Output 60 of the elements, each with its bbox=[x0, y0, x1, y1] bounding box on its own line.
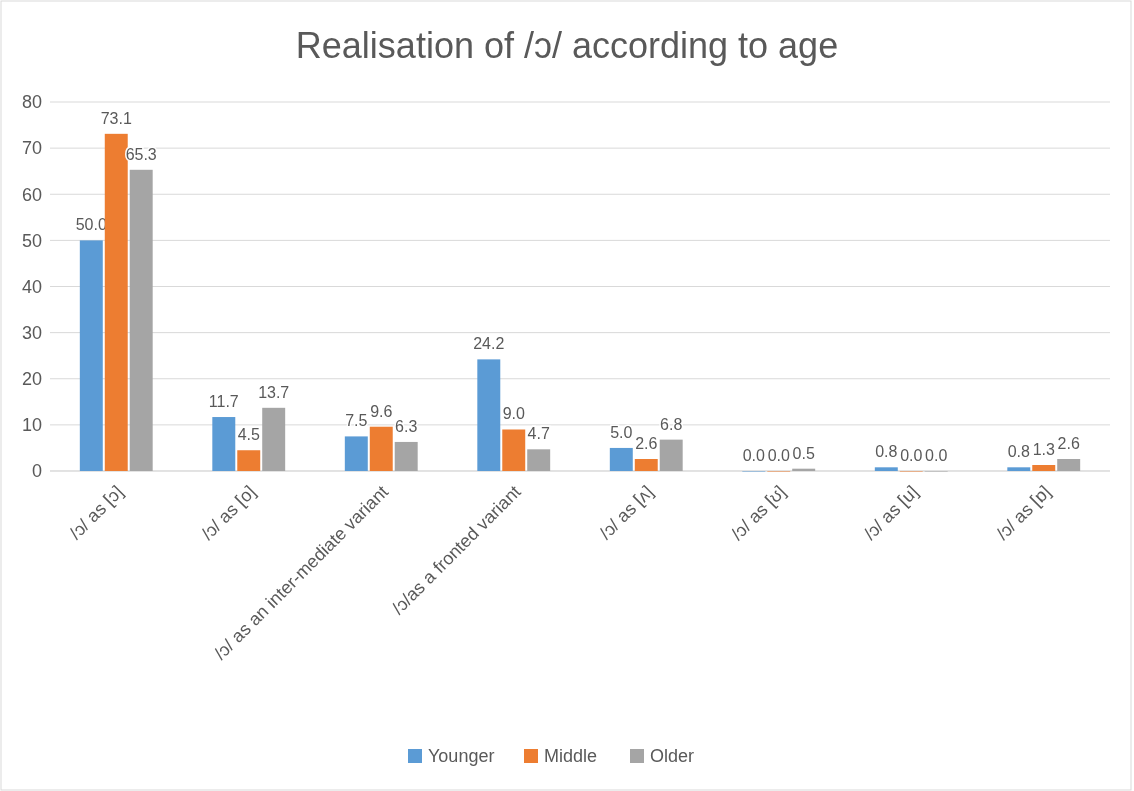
y-tick-label: 60 bbox=[21, 184, 42, 205]
bar bbox=[477, 359, 501, 471]
bar bbox=[79, 240, 103, 471]
data-label: 0.0 bbox=[900, 447, 923, 464]
data-label: 9.6 bbox=[370, 402, 393, 420]
data-label: 1.3 bbox=[1032, 441, 1055, 458]
data-label: 9.0 bbox=[502, 405, 525, 423]
bar bbox=[659, 439, 683, 471]
legend-label: Middle bbox=[544, 746, 598, 767]
x-tick-label: /ɔ/ as [ʌ] bbox=[595, 481, 658, 544]
data-label: 5.0 bbox=[610, 423, 633, 441]
bar bbox=[344, 436, 368, 471]
data-label: 6.8 bbox=[660, 415, 683, 433]
y-tick-label: 80 bbox=[21, 92, 42, 113]
data-label: 7.5 bbox=[345, 412, 368, 430]
bar bbox=[262, 407, 286, 471]
chart-title: Realisation of /ɔ/ according to age bbox=[295, 25, 839, 66]
data-label: 2.6 bbox=[1057, 435, 1080, 453]
bar bbox=[237, 450, 261, 471]
x-tick-label: /ɔ/ as [ɒ] bbox=[992, 481, 1055, 544]
bar bbox=[1032, 465, 1056, 471]
data-label: 13.7 bbox=[258, 383, 290, 401]
bar bbox=[1007, 467, 1031, 471]
data-label: 0.5 bbox=[792, 444, 815, 462]
bar bbox=[874, 467, 898, 471]
y-tick-label: 10 bbox=[21, 415, 42, 436]
bar bbox=[129, 169, 153, 471]
x-tick-label: /ɔ/ as [u] bbox=[859, 481, 923, 544]
data-label: 0.0 bbox=[767, 447, 790, 464]
data-label: 4.5 bbox=[237, 426, 260, 444]
data-label: 11.7 bbox=[208, 393, 239, 411]
legend-label: Older bbox=[650, 746, 695, 767]
bar bbox=[502, 429, 526, 471]
data-label: 0.0 bbox=[925, 447, 948, 464]
x-tick-label: /ɔ/ as [ɔ] bbox=[65, 481, 128, 544]
data-label: 24.2 bbox=[473, 335, 505, 353]
y-tick-label: 50 bbox=[21, 230, 42, 251]
data-label: 0.0 bbox=[742, 447, 766, 464]
data-label: 4.7 bbox=[527, 425, 550, 443]
bar bbox=[609, 447, 633, 471]
bar bbox=[394, 441, 418, 471]
bar bbox=[527, 449, 551, 471]
bar bbox=[1057, 459, 1081, 471]
bar bbox=[369, 426, 393, 471]
y-tick-label: 0 bbox=[31, 461, 42, 482]
y-tick-label: 40 bbox=[21, 276, 42, 297]
data-label: 0.8 bbox=[1007, 443, 1031, 461]
y-tick-label: 30 bbox=[21, 322, 42, 343]
bar bbox=[634, 459, 658, 471]
x-tick-label: /ɔ/ as [ʊ] bbox=[727, 481, 790, 545]
data-label: 73.1 bbox=[100, 109, 132, 127]
x-tick-label: /ɔ/ as [o] bbox=[197, 481, 260, 544]
data-label: 2.6 bbox=[635, 435, 658, 453]
legend-label: Younger bbox=[428, 746, 495, 767]
y-tick-label: 20 bbox=[21, 369, 42, 390]
bar bbox=[212, 417, 236, 471]
bar bbox=[104, 133, 128, 471]
y-tick-label: 70 bbox=[21, 138, 42, 159]
data-label: 6.3 bbox=[395, 417, 418, 435]
data-label: 0.8 bbox=[875, 443, 898, 461]
